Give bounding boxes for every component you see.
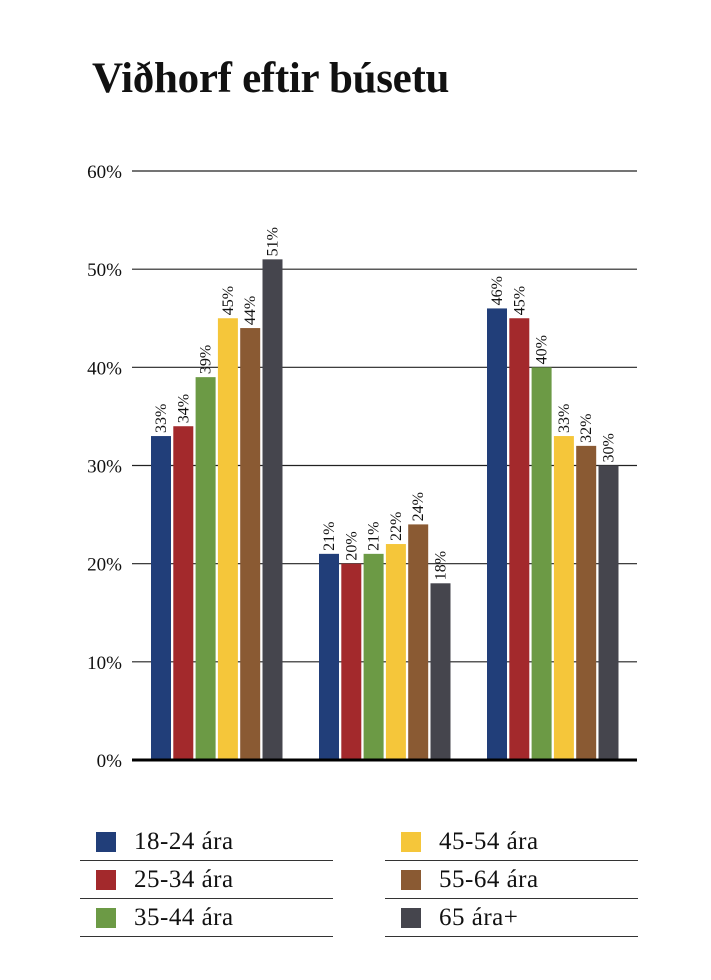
y-tick-label: 10% — [87, 653, 122, 674]
bar — [598, 465, 619, 760]
legend-label: 18-24 ára — [134, 828, 234, 855]
bar-chart: 0% 10% 20% 30% 40% 50% 60% 33% 34% 39% 45% 44% 51% 21… — [87, 162, 637, 772]
data-label: 21% — [366, 522, 383, 551]
legend-item: 18-24 ára — [80, 824, 333, 861]
legend-swatch — [96, 870, 116, 890]
y-tick-label: 20% — [87, 555, 122, 576]
bar — [408, 524, 429, 760]
legend-swatch — [401, 832, 421, 852]
legend-swatch — [401, 908, 421, 928]
y-tick-label: 30% — [87, 457, 122, 478]
data-label: 20% — [343, 531, 360, 560]
bar — [385, 544, 406, 760]
legend-swatch — [96, 908, 116, 928]
legend-label: 25-34 ára — [134, 866, 234, 893]
data-label: 18% — [433, 551, 450, 580]
bar — [173, 426, 194, 760]
data-label: 30% — [601, 433, 618, 462]
bar — [487, 308, 507, 760]
bar — [151, 436, 171, 760]
legend-item: 35-44 ára — [80, 900, 333, 937]
data-label: 34% — [175, 394, 192, 423]
bar — [576, 445, 597, 760]
y-tick-label: 40% — [87, 358, 122, 379]
data-label: 51% — [265, 227, 282, 256]
legend-label: 55-64 ára — [439, 866, 539, 893]
bar — [363, 553, 384, 760]
legend-swatch — [401, 870, 421, 890]
data-label: 44% — [242, 296, 259, 325]
bar — [553, 436, 574, 760]
data-label: 45% — [511, 286, 528, 315]
bar — [319, 553, 339, 760]
data-label: 21% — [321, 522, 338, 551]
data-label: 46% — [489, 276, 506, 305]
legend-item: 55-64 ára — [385, 862, 638, 899]
data-label: 40% — [534, 335, 551, 364]
data-label: 22% — [388, 512, 405, 541]
bar — [531, 367, 552, 760]
bar — [195, 377, 216, 760]
bar — [240, 328, 261, 760]
y-tick-label: 60% — [87, 162, 122, 183]
data-label: 24% — [410, 492, 427, 521]
legend-item: 65 ára+ — [385, 900, 638, 937]
legend-item: 45-54 ára — [385, 824, 638, 861]
bar — [430, 583, 451, 760]
chart-title: Viðhorf eftir búsetu — [92, 55, 450, 102]
bar — [341, 563, 362, 760]
y-tick-label: 50% — [87, 260, 122, 281]
data-label: 39% — [198, 345, 215, 374]
legend-label: 45-54 ára — [439, 828, 539, 855]
legend-label: 65 ára+ — [439, 904, 519, 931]
bar — [262, 259, 283, 760]
y-tick-label: 0% — [97, 751, 123, 772]
data-label: 32% — [578, 414, 595, 443]
data-label: 33% — [556, 404, 573, 433]
legend-swatch — [96, 832, 116, 852]
bar — [217, 318, 238, 760]
legend-label: 35-44 ára — [134, 904, 234, 931]
data-label: 33% — [153, 404, 170, 433]
data-label: 45% — [220, 286, 237, 315]
bar — [509, 318, 530, 760]
legend-item: 25-34 ára — [80, 862, 333, 899]
